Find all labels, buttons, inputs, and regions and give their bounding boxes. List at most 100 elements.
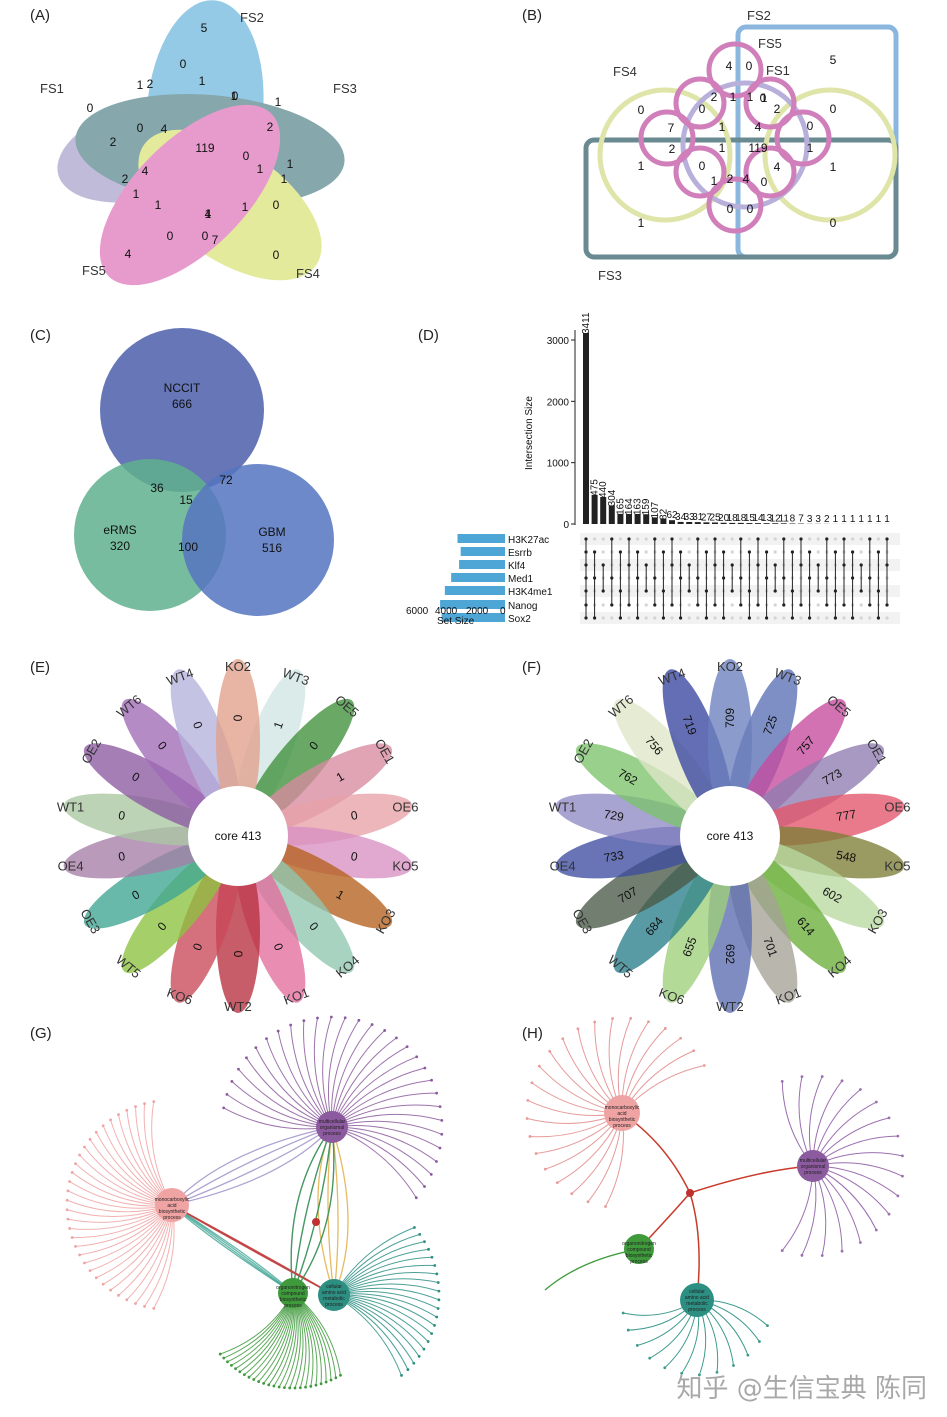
venn-a-count: 0: [232, 89, 239, 103]
upset-bar-label: 1: [884, 514, 890, 525]
upset-bar: [608, 505, 615, 524]
upset-setsize-tick-0: 6000: [406, 606, 429, 617]
network-leaf: [83, 1145, 86, 1149]
flower-petal-name: KO2: [717, 659, 743, 674]
upset-bar: [703, 522, 710, 524]
network-leaf: [242, 1373, 246, 1377]
upset-bar-label: 304: [607, 489, 618, 506]
network-hub-label: metabolic: [686, 1301, 708, 1307]
venn-b-count: 0: [746, 59, 753, 73]
flower-petal-name: OE4: [550, 859, 576, 874]
flower-petal-value: 0: [350, 808, 359, 823]
flower-petal-value: 0: [231, 714, 245, 721]
network-cross-edge: [292, 1126, 335, 1294]
venn-a-count: 2: [267, 120, 274, 134]
network-leaf: [117, 1293, 120, 1297]
network-leaf: [430, 1078, 433, 1082]
upset-bar-label: 20: [718, 513, 730, 524]
network-leaf: [438, 1146, 442, 1150]
network-leaf: [68, 1180, 72, 1183]
network-hub-label: process: [804, 1170, 822, 1176]
panel-c-label: (C): [30, 327, 51, 344]
venn-b-fs4-left: [597, 87, 733, 223]
network-leaf: [611, 1017, 614, 1020]
venn-b-count: 0: [699, 159, 706, 173]
network-leaf: [901, 1154, 904, 1158]
network-leaf: [293, 1386, 297, 1390]
upset-dot: [851, 537, 855, 541]
panel-e: (E) 1WT30OE51OE10OE60KO51KO30KO40KO10WT2…: [30, 659, 418, 1014]
upset-bar-label: 14: [752, 513, 764, 524]
upset-bar: [712, 522, 718, 524]
network-leaf: [437, 1298, 441, 1302]
venn-a-count: 4: [205, 207, 212, 221]
network-leaf: [427, 1247, 430, 1251]
venn-b-count: 0: [807, 119, 814, 133]
upset-bar: [634, 514, 641, 524]
venn-a-count: 0: [167, 229, 174, 243]
upset-bar-label: 25: [709, 512, 721, 523]
network-leaf: [316, 1016, 319, 1020]
network-leaf: [238, 1370, 242, 1374]
network-leaf: [746, 1353, 750, 1357]
network-leaf: [680, 1372, 684, 1375]
flower-petal-value: 0: [350, 849, 359, 864]
network-hub: [278, 1278, 308, 1308]
upset-dot: [782, 616, 786, 620]
network-leaf: [433, 1264, 437, 1267]
flower-petal: [248, 838, 393, 929]
network-hub-label: compound: [627, 1247, 651, 1253]
upset-bar: [669, 520, 675, 524]
flower-petal: [121, 844, 233, 974]
upset-bar-label: 3: [815, 514, 821, 525]
network-cross-edge: [171, 1204, 294, 1294]
flower-petal-name: OE6: [884, 799, 910, 814]
venn-a-label-fs5: FS5: [82, 263, 106, 278]
upset-bar: [763, 523, 770, 524]
panel-g: (G) multicellularorganismalprocessmonoca…: [30, 1015, 444, 1390]
flower-petal: [216, 659, 260, 823]
upset-bar: [677, 521, 684, 524]
upset-ytick-label: 1000: [547, 459, 570, 470]
upset-bar-label: 7: [798, 514, 804, 525]
upset-bar: [660, 518, 667, 524]
network-hub-label: process: [613, 1123, 631, 1129]
upset-dot: [687, 616, 691, 620]
network-leaf: [230, 1363, 233, 1367]
network-leaf: [426, 1340, 430, 1343]
network-leaf: [101, 1124, 105, 1128]
flower-petal: [740, 838, 885, 929]
venn-a-count: 1: [257, 162, 264, 176]
venn-b-count: 0: [830, 216, 837, 230]
network-leaf: [282, 1386, 286, 1390]
watermark: 知乎 @生信宝典 陈同: [676, 1374, 927, 1404]
network-leaf: [117, 1113, 120, 1117]
flower-petal-value: 0: [231, 951, 245, 958]
upset-ylabel: Intersection Size: [524, 396, 535, 470]
network-hub-label: multicellular: [319, 1119, 346, 1125]
network-leaf: [679, 1036, 683, 1040]
network-hub: [318, 1279, 350, 1311]
venn-b-count: 1: [711, 174, 718, 188]
upset-bar-label: 13: [761, 513, 773, 524]
venn-b-label-fs4: FS4: [613, 64, 637, 79]
upset-set-name: Nanog: [508, 601, 537, 612]
venn-b-fs1: [680, 80, 810, 210]
venn-b-numbers: 4 0 502 1 1 02 07 1 4 02 1 119 11 0 4 11 2 4 00 01 001: [638, 53, 837, 230]
network-leaf: [88, 1269, 92, 1273]
network-leaf: [152, 1307, 156, 1310]
venn-a-count: 2: [110, 135, 117, 149]
upset-dot: [653, 616, 657, 620]
upset-dot: [808, 537, 812, 541]
upset-dot: [773, 537, 777, 541]
venn-a-label-fs3: FS3: [333, 81, 357, 96]
venn-c-overlap-nccit-erms: 36: [150, 481, 164, 495]
venn-a-count: 0: [273, 248, 280, 262]
upset-dot: [790, 537, 795, 541]
venn-b-count: 0: [727, 202, 734, 216]
network-leaf: [780, 1249, 784, 1252]
network-hub-label: acid: [167, 1203, 176, 1209]
flower-petal: [250, 826, 413, 879]
